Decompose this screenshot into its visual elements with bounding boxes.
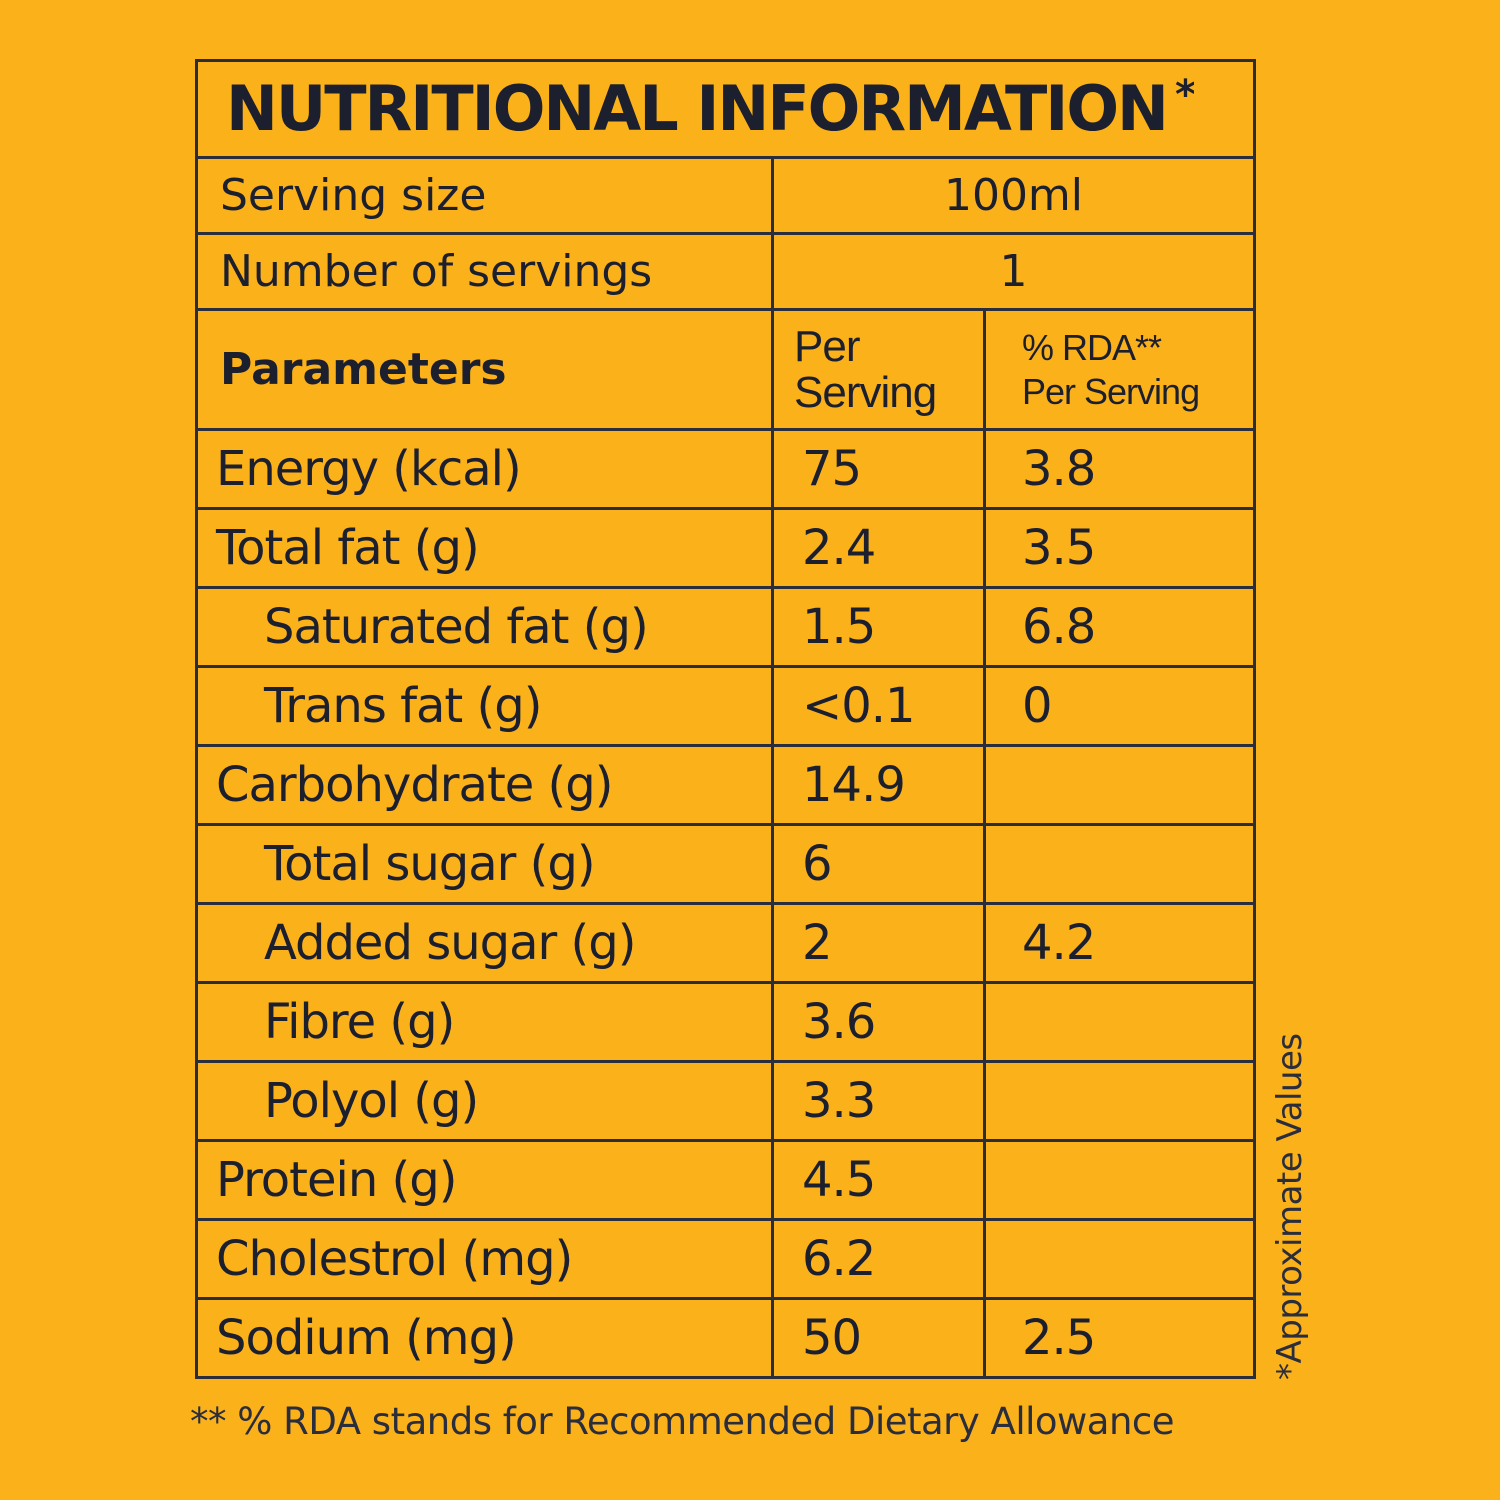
nutrient-name: Fibre (g) xyxy=(264,994,455,1050)
per-serving-value: 2 xyxy=(771,905,983,981)
nutrient-name: Total sugar (g) xyxy=(264,836,596,892)
rda-value: 3.5 xyxy=(983,510,1253,586)
rda-header-line1: % RDA** xyxy=(1022,326,1162,368)
servings-count-value: 1 xyxy=(771,235,1253,308)
rda-value xyxy=(983,1063,1253,1139)
table-row: Trans fat (g) <0.1 0 xyxy=(198,665,1253,744)
nutrient-rows: Energy (kcal) 75 3.8 Total fat (g) 2.4 3.5 Sat… xyxy=(198,428,1253,1376)
nutrient-name: Added sugar (g) xyxy=(264,915,636,971)
table-row: Saturated fat (g) 1.5 6.8 xyxy=(198,586,1253,665)
title-row: NUTRITIONAL INFORMATION * xyxy=(198,62,1253,156)
serving-size-value: 100ml xyxy=(771,159,1253,232)
nutrient-name: Polyol (g) xyxy=(264,1073,479,1129)
title-text: NUTRITIONAL INFORMATION xyxy=(226,72,1169,145)
per-serving-value: 1.5 xyxy=(771,589,983,665)
per-serving-value: 50 xyxy=(771,1300,983,1376)
table-row: Carbohydrate (g) 14.9 xyxy=(198,744,1253,823)
nutrient-name: Protein (g) xyxy=(216,1152,457,1208)
nutrient-name: Carbohydrate (g) xyxy=(216,757,613,813)
table-row: Energy (kcal) 75 3.8 xyxy=(198,428,1253,507)
rda-value xyxy=(983,984,1253,1060)
per-serving-value: 4.5 xyxy=(771,1142,983,1218)
rda-header: % RDA** Per Serving xyxy=(983,311,1253,428)
per-serving-value: 3.6 xyxy=(771,984,983,1060)
parameters-header: Parameters xyxy=(220,344,507,395)
table-row: Total fat (g) 2.4 3.5 xyxy=(198,507,1253,586)
table-row: Sodium (mg) 50 2.5 xyxy=(198,1297,1253,1376)
per-serving-value: 75 xyxy=(771,431,983,507)
per-serving-value: 14.9 xyxy=(771,747,983,823)
table-title: NUTRITIONAL INFORMATION * xyxy=(198,62,1194,156)
nutrient-name: Sodium (mg) xyxy=(216,1310,517,1366)
table-row: Polyol (g) 3.3 xyxy=(198,1060,1253,1139)
rda-value: 4.2 xyxy=(983,905,1253,981)
rda-footnote: ** % RDA stands for Recommended Dietary … xyxy=(190,1400,1175,1443)
nutrition-table: NUTRITIONAL INFORMATION * Serving size 1… xyxy=(195,59,1256,1379)
table-row: Cholestrol (mg) 6.2 xyxy=(198,1218,1253,1297)
column-header-row: Parameters Per Serving % RDA** Per Servi… xyxy=(198,308,1253,428)
per-serving-value: 3.3 xyxy=(771,1063,983,1139)
rda-value: 3.8 xyxy=(983,431,1253,507)
table-row: Protein (g) 4.5 xyxy=(198,1139,1253,1218)
per-serving-header: Per Serving xyxy=(771,311,983,428)
nutrient-name: Saturated fat (g) xyxy=(264,599,649,655)
approximate-values-note: *Approximate Values xyxy=(1270,1033,1310,1380)
servings-count-row: Number of servings 1 xyxy=(198,232,1253,308)
nutrient-name: Cholestrol (mg) xyxy=(216,1231,573,1287)
per-serving-header-line2: Serving xyxy=(794,367,937,417)
rda-value: 0 xyxy=(983,668,1253,744)
nutrient-name: Energy (kcal) xyxy=(216,441,522,497)
per-serving-value: 6.2 xyxy=(771,1221,983,1297)
nutrient-name: Total fat (g) xyxy=(216,520,480,576)
per-serving-value: 2.4 xyxy=(771,510,983,586)
rda-value xyxy=(983,747,1253,823)
per-serving-value: <0.1 xyxy=(771,668,983,744)
rda-value xyxy=(983,1221,1253,1297)
table-row: Fibre (g) 3.6 xyxy=(198,981,1253,1060)
rda-value: 2.5 xyxy=(983,1300,1253,1376)
per-serving-value: 6 xyxy=(771,826,983,902)
table-row: Total sugar (g) 6 xyxy=(198,823,1253,902)
rda-header-line2: Per Serving xyxy=(1022,370,1200,412)
serving-size-row: Serving size 100ml xyxy=(198,156,1253,232)
per-serving-header-line1: Per xyxy=(794,321,860,371)
rda-value xyxy=(983,826,1253,902)
servings-count-label: Number of servings xyxy=(220,246,653,297)
title-asterisk: * xyxy=(1174,72,1194,118)
serving-size-label: Serving size xyxy=(220,170,487,221)
rda-value xyxy=(983,1142,1253,1218)
table-row: Added sugar (g) 2 4.2 xyxy=(198,902,1253,981)
nutrient-name: Trans fat (g) xyxy=(264,678,542,734)
rda-value: 6.8 xyxy=(983,589,1253,665)
